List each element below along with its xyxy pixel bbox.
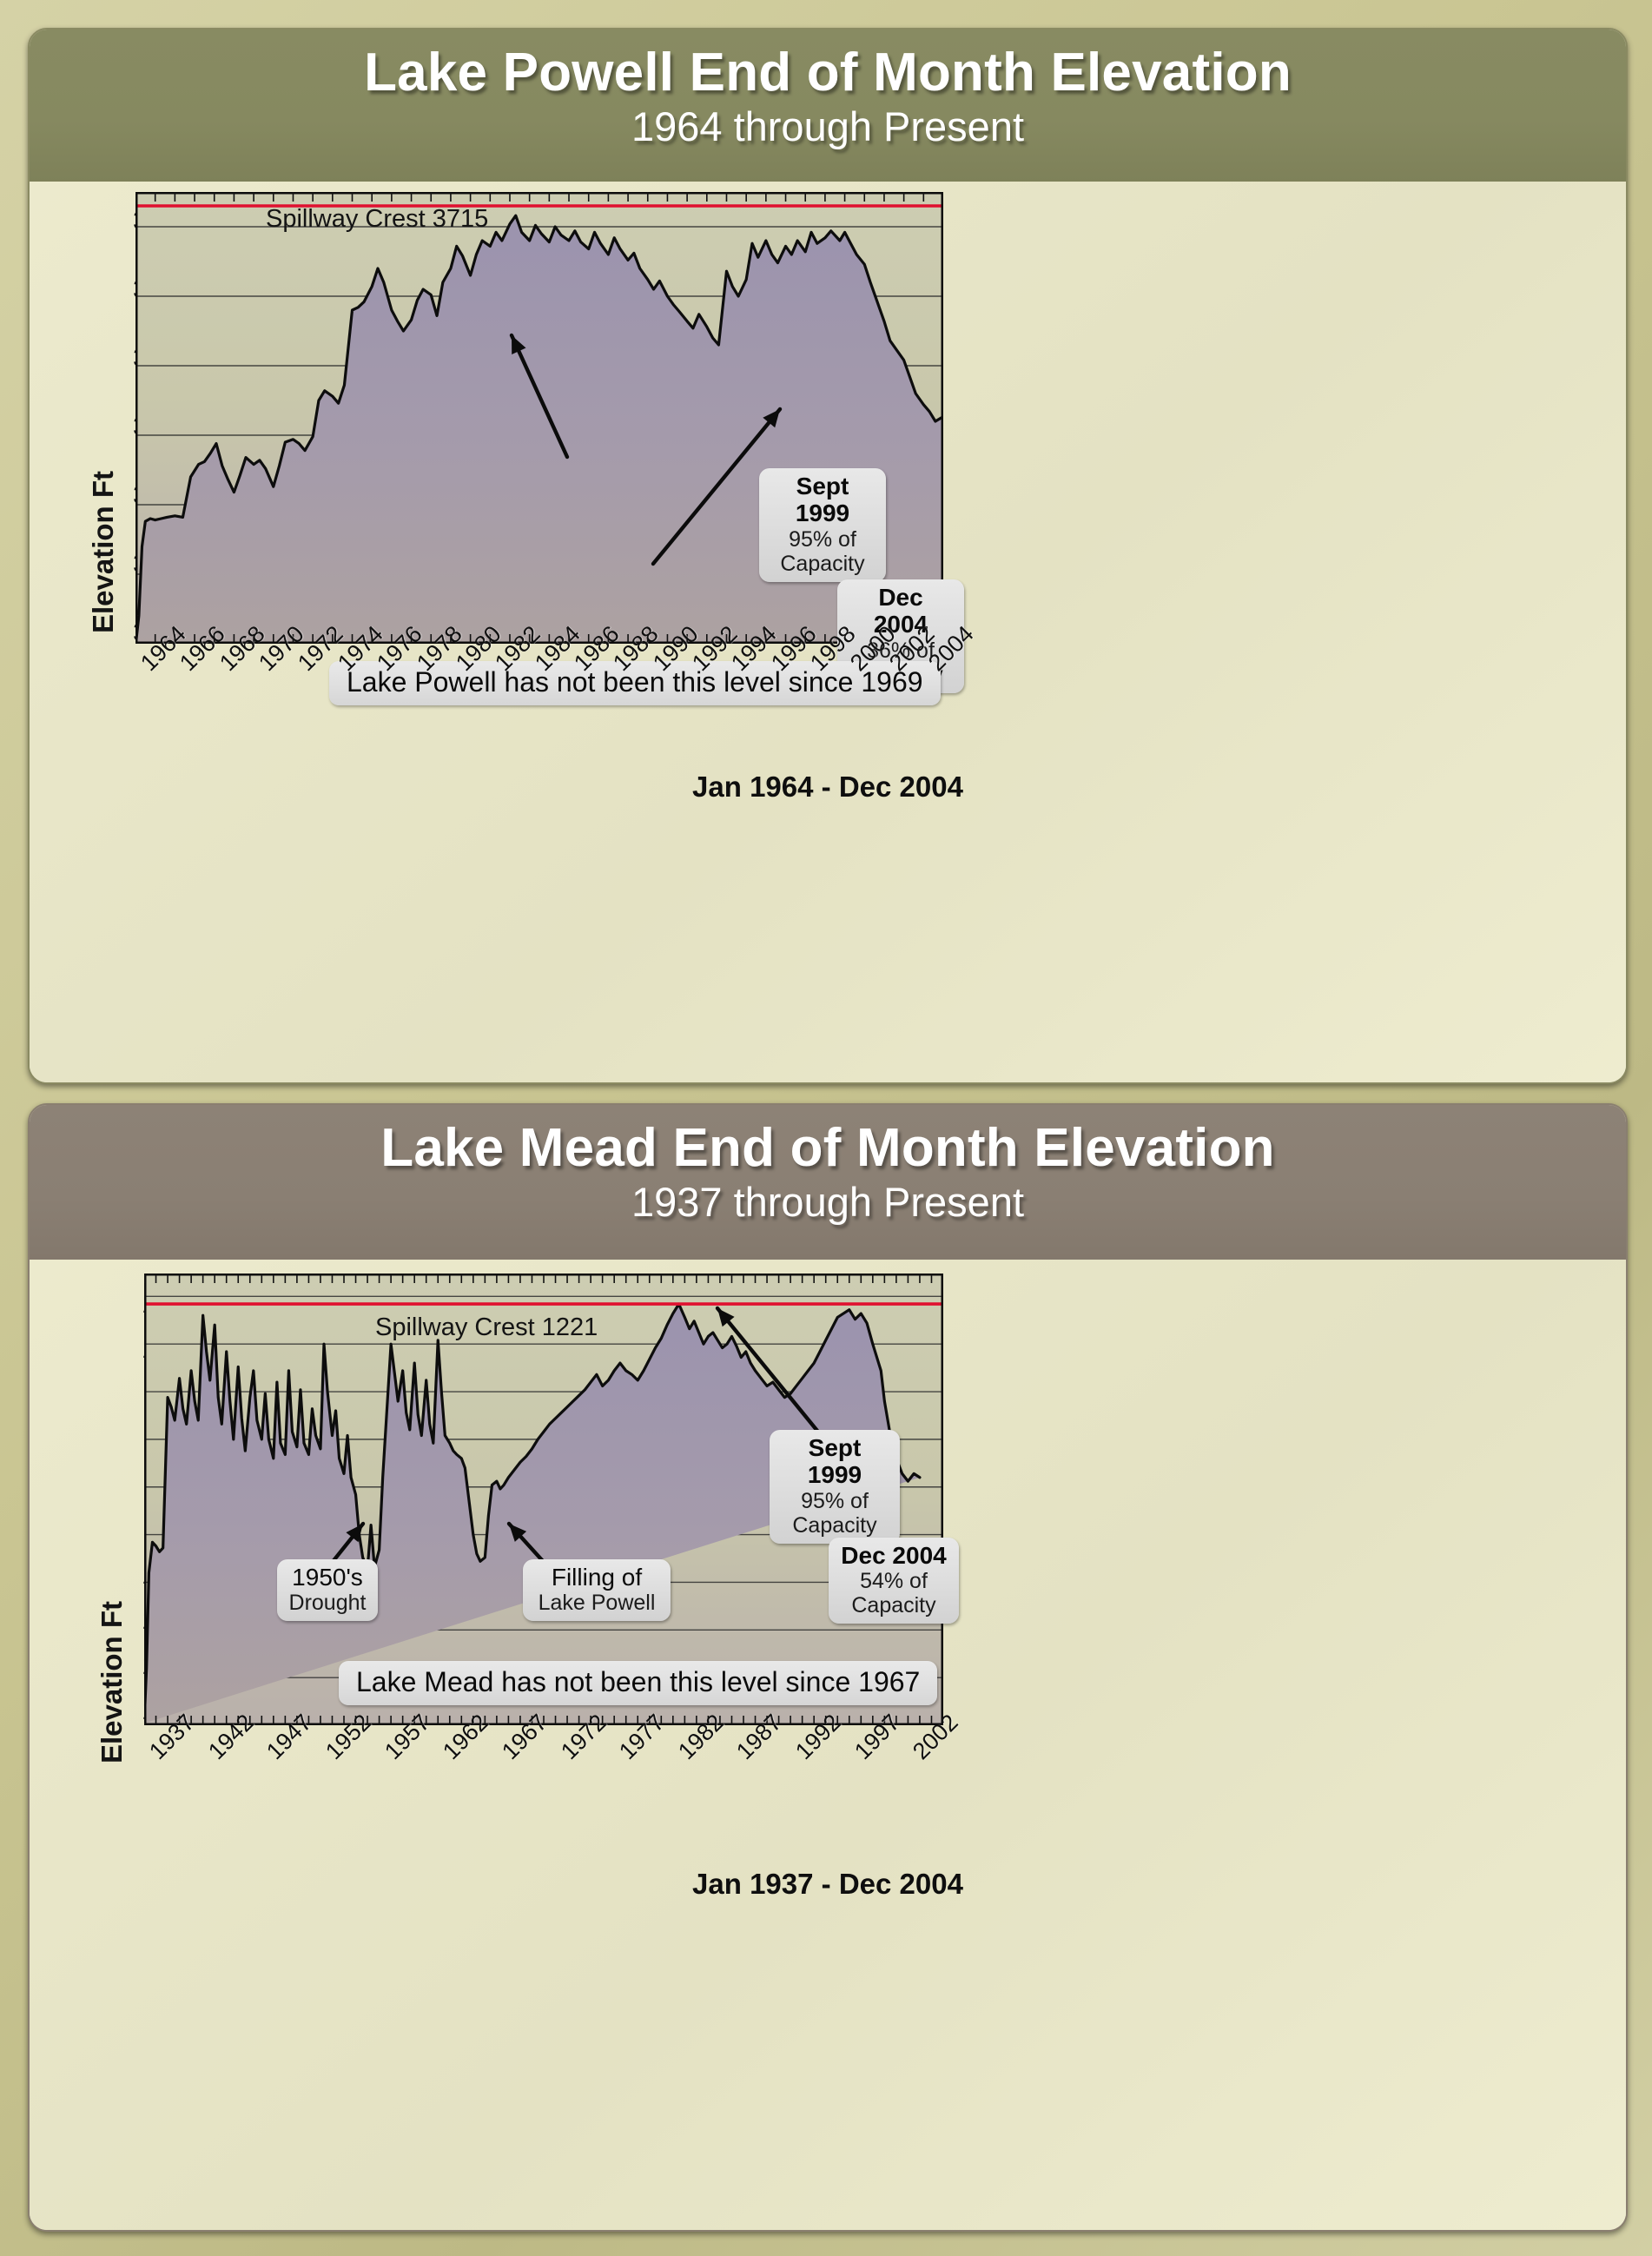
mead-callout-sept1999: Sept 1999 95% of Capacity bbox=[770, 1430, 900, 1544]
mead-callout-drought-line2: Drought bbox=[288, 1591, 367, 1616]
lake-powell-header: Lake Powell End of Month Elevation 1964 … bbox=[30, 30, 1626, 182]
lake-powell-chart-body: Elevation Ft 3700 3650 3600 3550 3500 34… bbox=[30, 182, 1626, 1082]
mead-callout-dec2004-line1: Dec 2004 bbox=[841, 1542, 947, 1569]
mead-x-axis-title: Jan 1937 - Dec 2004 bbox=[692, 1868, 963, 1900]
mead-callout-filling-line1: Filling of bbox=[551, 1564, 643, 1591]
lake-mead-subtitle: 1937 through Present bbox=[631, 1179, 1025, 1226]
lake-mead-panel: Lake Mead End of Month Elevation 1937 th… bbox=[28, 1103, 1628, 2232]
mead-callout-drought-line1: 1950's bbox=[292, 1564, 363, 1591]
powell-x-axis-title: Jan 1964 - Dec 2004 bbox=[692, 771, 963, 803]
lake-powell-panel: Lake Powell End of Month Elevation 1964 … bbox=[28, 28, 1628, 1084]
lake-mead-chart-body: Elevation Ft 1225 1200 1175 1150 1125 11… bbox=[30, 1260, 1626, 2230]
mead-callout-dec2004-line2: 54% of Capacity bbox=[851, 1569, 936, 1618]
lake-mead-header: Lake Mead End of Month Elevation 1937 th… bbox=[30, 1105, 1626, 1260]
powell-callout-sept1999: Sept 1999 95% of Capacity bbox=[759, 468, 886, 582]
mead-callout-sept1999-line2: 95% of Capacity bbox=[792, 1488, 877, 1538]
powell-plot-area bbox=[135, 192, 943, 644]
powell-spillway-label: Spillway Crest 3715 bbox=[266, 205, 489, 233]
mead-callout-sept1999-line1: Sept 1999 bbox=[807, 1434, 862, 1489]
powell-callout-sept1999-line1: Sept 1999 bbox=[795, 473, 850, 527]
lake-powell-title: Lake Powell End of Month Elevation bbox=[364, 43, 1292, 103]
mead-callout-dec2004: Dec 2004 54% of Capacity bbox=[829, 1538, 959, 1624]
powell-callout-dec2004-line1: Dec 2004 bbox=[873, 584, 928, 638]
mead-callout-drought: 1950's Drought bbox=[277, 1559, 378, 1622]
lake-mead-title: Lake Mead End of Month Elevation bbox=[380, 1118, 1275, 1178]
powell-callout-sept1999-line2: 95% of Capacity bbox=[780, 526, 865, 576]
lake-powell-subtitle: 1964 through Present bbox=[631, 103, 1025, 150]
mead-callout-filling: Filling of Lake Powell bbox=[523, 1559, 671, 1622]
mead-spillway-label: Spillway Crest 1221 bbox=[375, 1313, 598, 1341]
mead-callout-filling-line2: Lake Powell bbox=[538, 1591, 656, 1616]
mead-since-note: Lake Mead has not been this level since … bbox=[339, 1661, 938, 1705]
powell-since-note: Lake Powell has not been this level sinc… bbox=[329, 661, 941, 705]
